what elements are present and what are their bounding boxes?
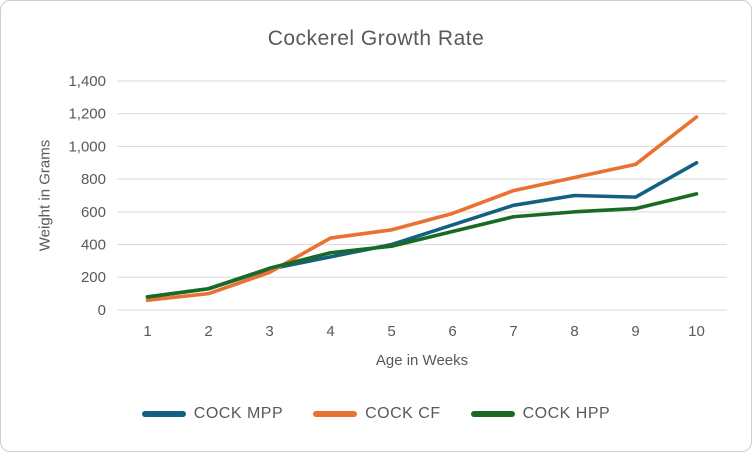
legend-label: COCK MPP — [193, 405, 284, 422]
x-tick-label: 2 — [204, 323, 212, 340]
series-line-cock-cf — [145, 115, 699, 302]
legend-item-cock-mpp: COCK MPP — [141, 405, 284, 423]
x-axis-title: Age in Weeks — [375, 352, 469, 369]
legend-label: COCK CF — [365, 405, 441, 422]
chart-legend: COCK MPP COCK CF COCK HPP — [1, 405, 751, 423]
legend-label: COCK HPP — [522, 405, 611, 422]
series-line-cock-hpp — [145, 192, 699, 299]
x-tick-label: 8 — [570, 323, 578, 340]
y-tick-label: 400 — [81, 237, 106, 254]
y-tick-label: 600 — [81, 204, 106, 221]
x-tick-label: 4 — [326, 323, 334, 340]
x-tick-label: 9 — [631, 323, 639, 340]
plot-area: 0 200 400 600 800 1,000 1,200 1,400 1 2 3 4 5 6 7 8 9 10 — [68, 73, 727, 340]
legend-swatch-icon — [313, 411, 358, 417]
y-tick-label: 200 — [81, 269, 106, 286]
x-tick-label: 5 — [387, 323, 395, 340]
legend-item-cock-hpp: COCK HPP — [470, 405, 611, 423]
x-tick-label: 1 — [143, 323, 151, 340]
y-tick-label: 800 — [81, 171, 106, 188]
chart-title: Cockerel Growth Rate — [267, 27, 485, 50]
x-tick-label: 3 — [265, 323, 273, 340]
x-tick-label: 6 — [448, 323, 456, 340]
y-tick-label: 1,200 — [68, 106, 106, 123]
x-tick-label: 7 — [509, 323, 517, 340]
legend-swatch-icon — [470, 411, 515, 417]
y-tick-label: 0 — [98, 302, 106, 319]
legend-swatch-icon — [141, 411, 186, 417]
x-tick-label: 10 — [688, 323, 705, 340]
legend-item-cock-cf: COCK CF — [313, 405, 441, 423]
y-tick-label: 1,400 — [68, 73, 106, 90]
y-tick-label: 1,000 — [68, 138, 106, 155]
